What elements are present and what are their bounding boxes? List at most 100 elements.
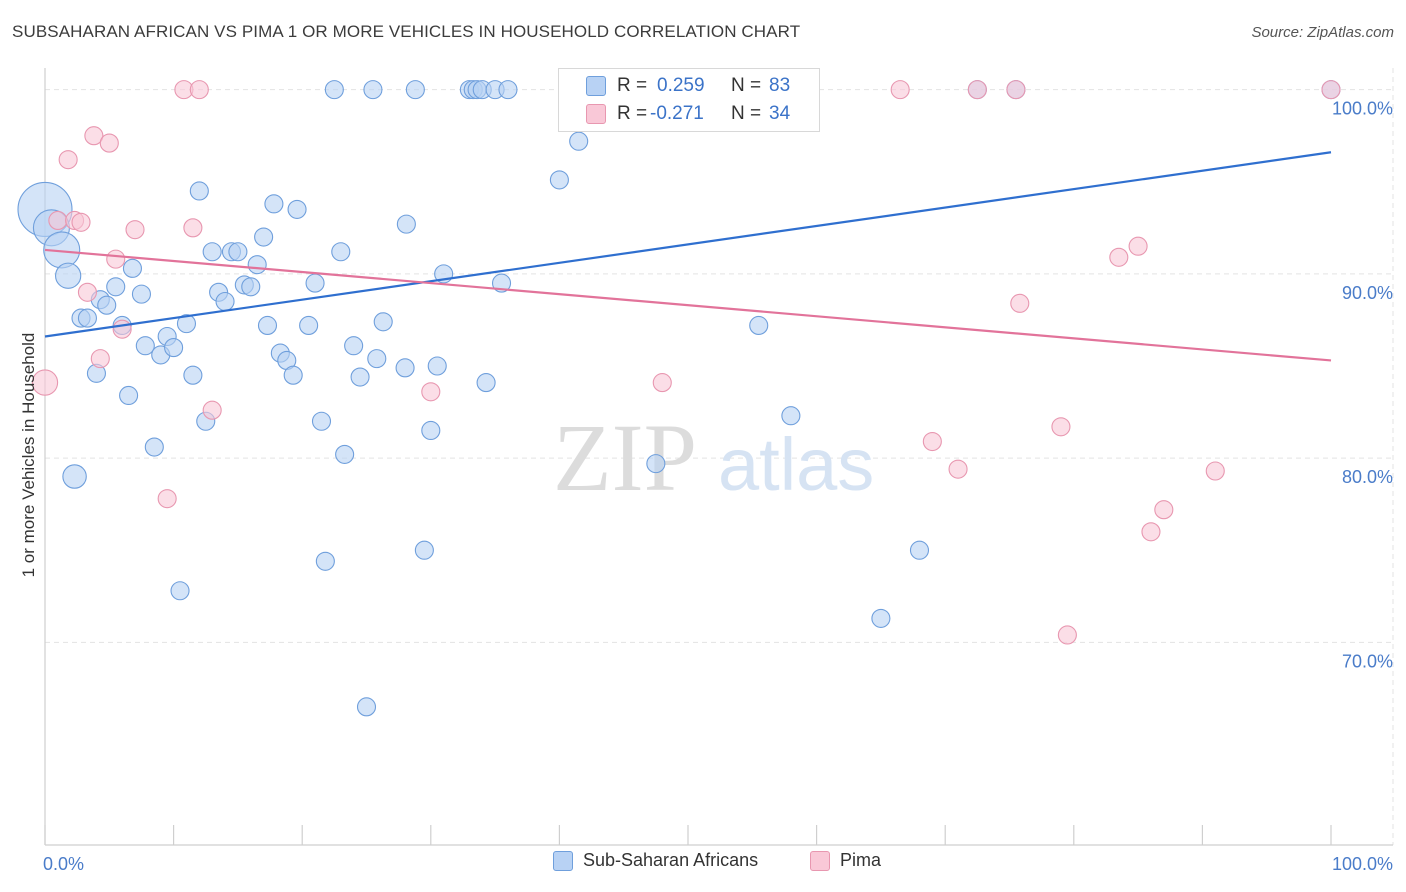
pima-point [890, 80, 910, 100]
blue-swatch [586, 76, 606, 96]
y-tick-label: 90.0% [1342, 283, 1393, 303]
sub-saharan-africans-point [781, 406, 801, 426]
sub-saharan-africans-point [549, 170, 569, 190]
tick-labels: 70.0% 80.0% 90.0% 100.0% 0.0% 100.0% [43, 99, 1393, 874]
pima-point [106, 249, 126, 269]
pima-point [112, 319, 132, 339]
sub-saharan-africans-point [189, 181, 209, 201]
sub-saharan-africans-point [476, 373, 496, 393]
sub-saharan-africans-point [405, 80, 425, 100]
sub-saharan-africans-point [871, 608, 891, 628]
sub-saharan-africans-point [315, 551, 335, 571]
sub-saharan-africans-point [264, 194, 284, 214]
pima-point [77, 282, 97, 302]
sub-saharan-africans-point [335, 444, 355, 464]
trend-lines [44, 151, 1332, 362]
sub-saharan-africans-point [373, 312, 393, 332]
sub-saharan-africans-point [97, 295, 117, 315]
pima-point [1006, 80, 1026, 100]
sub-saharan-africans-point [421, 420, 441, 441]
r-value: 0.259 [657, 75, 705, 96]
sub-saharan-africans-point [164, 338, 184, 358]
chart-title: SUBSAHARAN AFRICAN VS PIMA 1 OR MORE VEH… [12, 22, 801, 41]
y-tick-label: 70.0% [1342, 651, 1393, 671]
sub-saharan-africans-point [254, 227, 274, 247]
sub-saharan-africans-point [283, 365, 303, 385]
watermark-zip: ZIP [553, 404, 697, 511]
pima-point [189, 80, 209, 100]
sub-saharan-africans-point [350, 367, 370, 387]
sub-saharan-africans-point [247, 255, 267, 275]
x-tick-label: 0.0% [43, 854, 84, 874]
sub-saharan-africans-point [228, 242, 248, 262]
sub-saharan-africans-point [131, 284, 151, 304]
sub-saharan-africans-point [144, 437, 164, 457]
sub-saharan-africans-point [119, 385, 139, 406]
sub-saharan-africans-point [311, 411, 332, 431]
sub-saharan-africans-point [344, 336, 364, 356]
sub-saharan-africans-point [427, 356, 447, 376]
pima-point [84, 126, 104, 146]
pima-point [71, 212, 91, 232]
legend-label: Sub-Saharan Africans [583, 850, 759, 870]
source-credit: Source: ZipAtlas.com [1251, 24, 1394, 41]
sub-saharan-africans-point [183, 365, 203, 385]
pima-point [99, 133, 119, 153]
sub-saharan-africans-point [62, 464, 87, 489]
pima-point [31, 369, 59, 396]
sub-saharan-africans-point [396, 214, 416, 234]
sub-saharan-africans-point [569, 131, 589, 151]
legend-item-pima[interactable]: Pima [810, 850, 881, 871]
sub-saharan-africans-point [498, 80, 518, 100]
y-tick-label: 80.0% [1342, 467, 1393, 487]
sub-saharan-africans-point [122, 258, 142, 278]
sub-saharan-africans-point [909, 540, 930, 560]
sub-saharan-africans-point [749, 315, 769, 336]
series-pima [31, 80, 1341, 645]
n-value: 83 [769, 75, 791, 96]
pink-swatch [586, 104, 606, 124]
trend-line-sub-saharan-africans [44, 151, 1332, 338]
sub-saharan-africans-point [54, 262, 82, 289]
sub-saharan-africans-point [299, 315, 319, 336]
sub-saharan-africans-point [363, 80, 383, 100]
pima-point [1109, 247, 1129, 267]
stats-legend: R = 0.259 N = 83 R = -0.271 N = 34 [558, 68, 820, 132]
sub-saharan-africans-point [331, 242, 351, 262]
n-label: N = [731, 103, 762, 124]
sub-saharan-africans-point [367, 349, 387, 369]
pima-point [183, 218, 203, 238]
trend-line-pima [44, 248, 1332, 362]
sub-saharan-africans-point [414, 540, 434, 560]
sub-saharan-africans-point [202, 242, 222, 262]
pima-point [652, 373, 672, 393]
pima-point [58, 150, 78, 170]
sub-saharan-africans-point [305, 273, 325, 293]
series-legend: Sub-Saharan Africans Pima [0, 850, 1406, 880]
pima-point [1154, 500, 1174, 520]
legend-label: Pima [840, 850, 882, 870]
pima-point [125, 220, 145, 240]
r-label: R = [617, 103, 648, 124]
pink-swatch [810, 850, 830, 871]
legend-item-sub-saharan-africans[interactable]: Sub-Saharan Africans [553, 850, 758, 871]
pima-point [948, 459, 968, 479]
pima-point [1321, 80, 1341, 100]
pima-point [1128, 236, 1148, 256]
pima-point [90, 349, 110, 369]
pima-point [922, 431, 942, 452]
pima-point [421, 382, 441, 402]
r-value: -0.271 [650, 103, 704, 124]
sub-saharan-africans-point [106, 277, 126, 297]
blue-swatch [553, 850, 573, 871]
x-tick-label: 100.0% [1332, 854, 1393, 874]
sub-saharan-africans-point [356, 697, 377, 717]
pima-point [967, 80, 987, 100]
pima-point [202, 400, 222, 420]
gridlines [45, 68, 1394, 845]
sub-saharan-africans-point [395, 358, 415, 378]
sub-saharan-africans-point [287, 199, 307, 219]
pima-point [1057, 625, 1077, 645]
pima-point [1141, 522, 1161, 542]
